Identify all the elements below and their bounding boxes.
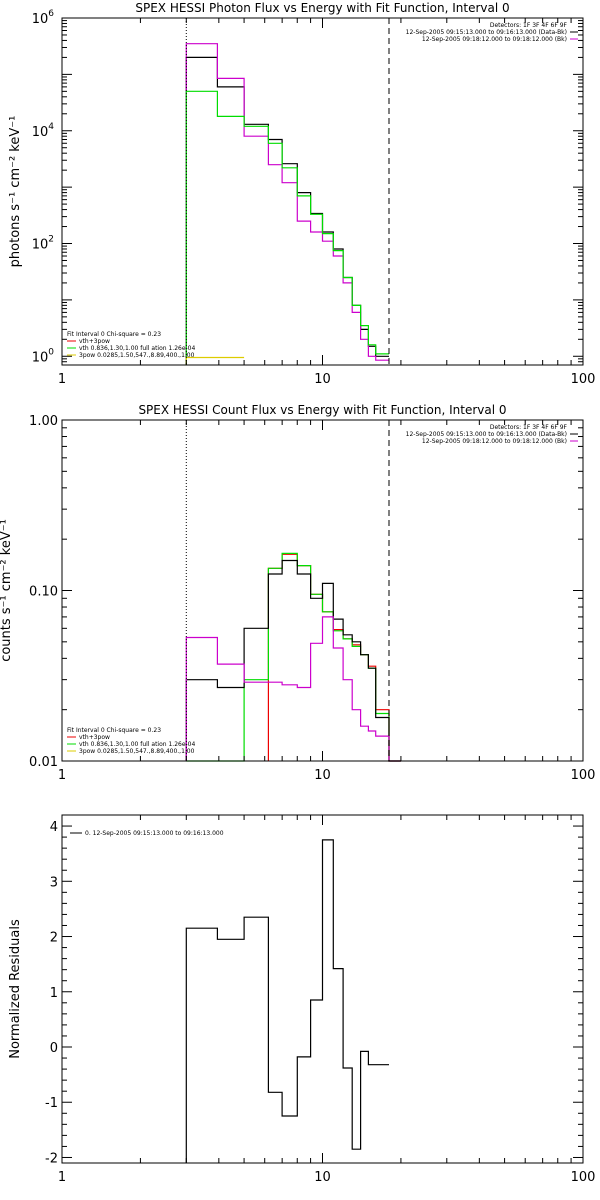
y-tick-label: 0.10 bbox=[29, 585, 58, 600]
y-axis-label: counts s⁻¹ cm⁻² keV⁻¹ bbox=[0, 519, 14, 662]
y-axis-label: Normalized Residuals bbox=[8, 919, 23, 1059]
y-tick-label: 0.01 bbox=[29, 755, 58, 770]
legend-top-right-label: 12-Sep-2005 09:18:12.000 to 09:18:12.000… bbox=[422, 36, 567, 43]
series-line-data-bk bbox=[185, 56, 389, 365]
x-tick-label: 100 bbox=[571, 372, 596, 387]
y-tick-label: 100 bbox=[32, 347, 55, 365]
legend-bottom-left-label: 3pow 0.0285,1.50,547.,8.89,400.,1.00 bbox=[79, 748, 195, 755]
series-line-3pow bbox=[185, 356, 245, 365]
y-tick-label-base: 10 bbox=[32, 238, 49, 253]
x-tick-label: 1 bbox=[58, 372, 66, 387]
y-tick-label: 0 bbox=[50, 1041, 58, 1056]
y-tick-label: 102 bbox=[32, 235, 54, 253]
y-tick-label-base: 10 bbox=[32, 125, 49, 140]
x-tick-label: 10 bbox=[314, 1170, 331, 1185]
legend-bottom-left-label: vth 0.836,1.30,1.00 full ation 1.26e-04 bbox=[79, 741, 195, 748]
x-tick-label: 100 bbox=[571, 768, 596, 783]
chart-2: SPEX HESSI Count Flux vs Energy with Fit… bbox=[0, 403, 595, 783]
legend-bottom-left-label: Fit Interval 0 Chi-square = 0.23 bbox=[67, 331, 161, 338]
series-line-vth bbox=[185, 90, 389, 365]
y-tick-label-base: 10 bbox=[32, 350, 49, 365]
legend-top-right-label: 12-Sep-2005 09:15:13.000 to 09:16:13.000… bbox=[406, 431, 567, 438]
y-tick-label: 4 bbox=[50, 820, 58, 835]
y-tick-label: 1 bbox=[50, 986, 58, 1001]
y-tick-label-exponent: 6 bbox=[48, 9, 54, 19]
legend-bottom-left-label: Fit Interval 0 Chi-square = 0.23 bbox=[67, 727, 161, 734]
legend-top-right-label: 12-Sep-2005 09:18:12.000 to 09:18:12.000… bbox=[422, 438, 567, 445]
plot-frame bbox=[61, 17, 584, 366]
legend-bottom-left-label: vth+3pow bbox=[79, 338, 110, 345]
y-tick-label-exponent: 4 bbox=[48, 122, 54, 132]
x-tick-label: 1 bbox=[58, 768, 66, 783]
y-tick-label: 106 bbox=[32, 9, 55, 27]
y-tick-label: 3 bbox=[50, 875, 58, 890]
legend-bottom-left-label: vth+3pow bbox=[79, 734, 110, 741]
legend-top-right-label: Detectors: 1F 3F 4F 6F 9F bbox=[490, 424, 568, 431]
legend-bottom-left-label: vth 0.836,1.30,1.00 full ation 1.26e-04 bbox=[79, 345, 195, 352]
x-tick-label: 1 bbox=[58, 1170, 66, 1185]
y-axis-label: photons s⁻¹ cm⁻² keV⁻¹ bbox=[8, 116, 23, 268]
y-tick-label: -1 bbox=[45, 1096, 58, 1111]
x-tick-label: 100 bbox=[571, 1170, 596, 1185]
x-tick-label: 10 bbox=[314, 372, 331, 387]
y-tick-label-base: 10 bbox=[32, 12, 49, 27]
chart-title: SPEX HESSI Count Flux vs Energy with Fit… bbox=[138, 403, 506, 417]
x-tick-label: 10 bbox=[314, 768, 331, 783]
legend-top-right-label: Detectors: 1F 3F 4F 6F 9F bbox=[490, 22, 568, 29]
series-line-data-bk bbox=[185, 559, 401, 762]
chart-3: Normalized Residuals 1 10 100 -2 -1 0 1 2 3 4 0. 12… bbox=[8, 814, 596, 1185]
y-tick-label: 2 bbox=[50, 931, 58, 946]
legend-top-left-label: 0. 12-Sep-2005 09:15:13.000 to 09:16:13.… bbox=[85, 830, 224, 837]
y-tick-label-exponent: 0 bbox=[48, 347, 54, 357]
y-tick-label: 104 bbox=[32, 122, 55, 140]
legend-bottom-left-label: 3pow 0.0285,1.50,547.,8.89,400.,1.00 bbox=[79, 352, 195, 359]
chart-1: SPEX HESSI Photon Flux vs Energy with Fi… bbox=[8, 1, 595, 387]
y-tick-label: 1.00 bbox=[29, 414, 58, 429]
y-tick-label: -2 bbox=[45, 1151, 58, 1166]
chart-title: SPEX HESSI Photon Flux vs Energy with Fi… bbox=[135, 1, 509, 15]
y-tick-label-exponent: 2 bbox=[48, 235, 54, 245]
series-line-vth-3pow bbox=[267, 553, 401, 762]
series-line-residuals bbox=[185, 839, 389, 1163]
legend-top-right-label: 12-Sep-2005 09:15:13.000 to 09:16:13.000… bbox=[406, 29, 567, 36]
series-line-bk bbox=[185, 616, 401, 762]
